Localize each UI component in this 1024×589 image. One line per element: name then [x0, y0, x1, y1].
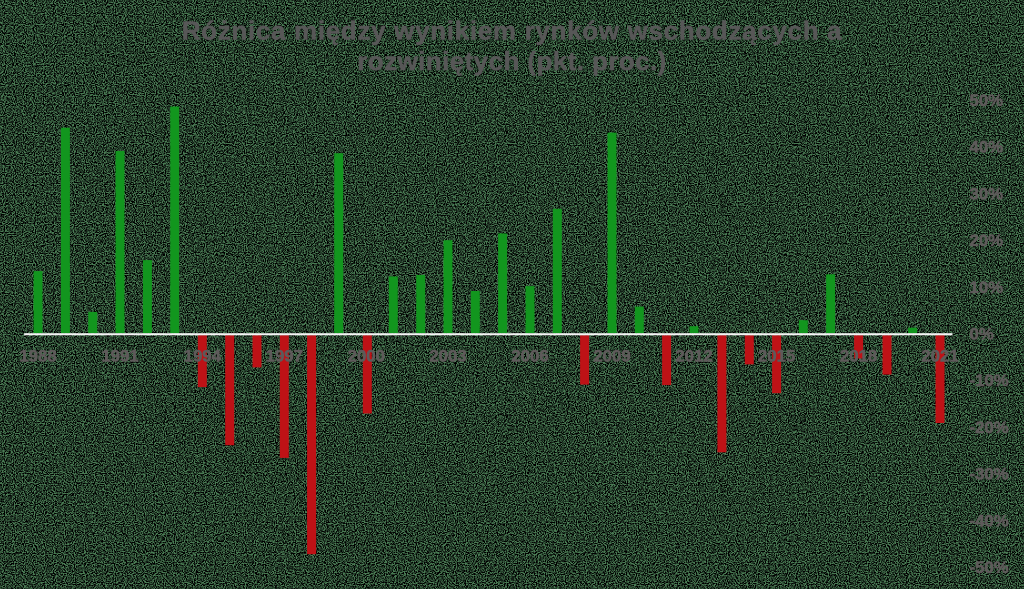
svg-text:1991: 1991 [101, 347, 138, 366]
svg-text:30%: 30% [970, 184, 1004, 203]
svg-text:10%: 10% [970, 278, 1004, 297]
svg-text:20%: 20% [970, 231, 1004, 250]
svg-text:Różnica między wynikiem rynków: Różnica między wynikiem rynków wschodząc… [182, 15, 843, 45]
svg-text:2012: 2012 [675, 347, 712, 366]
svg-text:rozwiniętych (pkt. proc.): rozwiniętych (pkt. proc.) [357, 46, 667, 76]
svg-text:2009: 2009 [593, 347, 630, 366]
svg-text:-40%: -40% [970, 511, 1009, 530]
svg-text:1997: 1997 [266, 347, 303, 366]
svg-text:2018: 2018 [840, 347, 877, 366]
svg-text:1994: 1994 [184, 347, 222, 366]
svg-text:40%: 40% [970, 138, 1004, 157]
svg-text:-10%: -10% [970, 371, 1009, 390]
svg-text:0%: 0% [970, 325, 994, 344]
svg-text:2021: 2021 [921, 347, 958, 366]
svg-text:2000: 2000 [348, 347, 385, 366]
svg-text:2003: 2003 [429, 347, 466, 366]
svg-text:1988: 1988 [19, 347, 56, 366]
svg-text:-50%: -50% [970, 558, 1009, 577]
svg-text:2015: 2015 [758, 347, 795, 366]
svg-text:-20%: -20% [970, 418, 1009, 437]
svg-text:50%: 50% [970, 91, 1004, 110]
svg-text:2006: 2006 [511, 347, 548, 366]
svg-text:-30%: -30% [970, 465, 1009, 484]
